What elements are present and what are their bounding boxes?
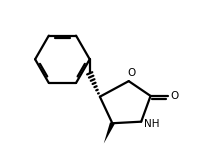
Polygon shape bbox=[104, 122, 115, 144]
Text: NH: NH bbox=[143, 119, 159, 129]
Text: O: O bbox=[171, 91, 179, 101]
Text: O: O bbox=[128, 68, 136, 78]
